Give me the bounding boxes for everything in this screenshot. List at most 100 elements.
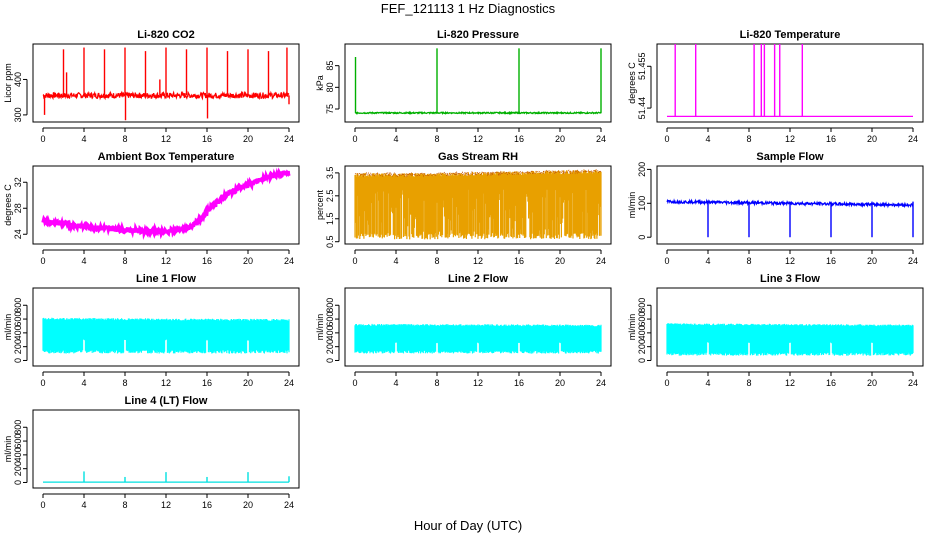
x-tick-label: 20 bbox=[243, 378, 253, 388]
series-group bbox=[666, 323, 914, 356]
y-axis-label: kPa bbox=[315, 75, 325, 91]
y-tick-label: 51.44 bbox=[637, 97, 647, 120]
panel-title: Line 2 Flow bbox=[448, 273, 508, 285]
x-tick-label: 20 bbox=[555, 256, 565, 266]
y-tick-label: 2.5 bbox=[325, 190, 335, 203]
y-tick-label: 0 bbox=[325, 358, 335, 363]
y-tick-label: 0 bbox=[637, 235, 647, 240]
y-axis-label: degrees C bbox=[3, 184, 13, 226]
y-tick-label: 200 bbox=[325, 339, 335, 354]
x-tick-label: 20 bbox=[555, 378, 565, 388]
x-tick-label: 12 bbox=[473, 378, 483, 388]
y-axis-label: degrees C bbox=[627, 62, 637, 104]
y-tick-label: 85 bbox=[325, 61, 335, 71]
x-tick-label: 24 bbox=[284, 256, 294, 266]
series-group bbox=[42, 47, 290, 121]
chart-panel: Line 1 Flow ml/min 0 4 8 12 16 20 24 0 20040060080… bbox=[3, 273, 300, 388]
y-tick-label: 200 bbox=[637, 162, 647, 177]
x-tick-label: 16 bbox=[202, 378, 212, 388]
series-line bbox=[354, 110, 602, 116]
y-tick-label: 51.455 bbox=[637, 53, 647, 81]
x-tick-label: 4 bbox=[705, 378, 710, 388]
series-group bbox=[42, 317, 290, 354]
y-tick-label: 24 bbox=[13, 229, 23, 239]
y-tick-label: 0.5 bbox=[325, 235, 335, 248]
x-tick-label: 8 bbox=[122, 378, 127, 388]
plot-frame bbox=[32, 165, 300, 245]
x-tick-label: 0 bbox=[664, 378, 669, 388]
chart-panel: Li-820 Pressure kPa 0 4 8 12 16 20 24 75 80 85 bbox=[315, 29, 612, 144]
x-tick-label: 24 bbox=[596, 256, 606, 266]
y-tick-label: 0 bbox=[13, 480, 23, 485]
y-tick-label: 600 bbox=[13, 434, 23, 449]
x-tick-label: 24 bbox=[908, 134, 918, 144]
series-edge bbox=[354, 169, 602, 178]
series-group bbox=[43, 471, 290, 483]
x-tick-label: 24 bbox=[596, 378, 606, 388]
x-tick-label: 24 bbox=[596, 134, 606, 144]
plot-frame bbox=[32, 409, 300, 489]
chart-panel: Ambient Box Temperature degrees C 0 4 8 12 16 2… bbox=[3, 151, 300, 266]
x-tick-label: 4 bbox=[705, 134, 710, 144]
plot-frame bbox=[344, 287, 612, 367]
x-tick-label: 0 bbox=[664, 256, 669, 266]
x-tick-label: 8 bbox=[122, 256, 127, 266]
y-tick-label: 600 bbox=[13, 312, 23, 327]
y-axis-label: Licor ppm bbox=[3, 63, 13, 103]
series-band bbox=[666, 323, 914, 356]
x-tick-label: 0 bbox=[352, 378, 357, 388]
x-tick-label: 8 bbox=[122, 500, 127, 510]
x-tick-label: 12 bbox=[785, 134, 795, 144]
y-tick-label: 1.5 bbox=[325, 213, 335, 226]
x-tick-label: 16 bbox=[514, 134, 524, 144]
y-tick-label: 600 bbox=[325, 312, 335, 327]
x-tick-label: 0 bbox=[352, 256, 357, 266]
series-group bbox=[354, 48, 602, 116]
y-tick-label: 80 bbox=[325, 82, 335, 92]
x-tick-label: 20 bbox=[867, 134, 877, 144]
x-tick-label: 24 bbox=[908, 378, 918, 388]
y-axis-label: ml/min bbox=[627, 314, 637, 341]
y-tick-label: 400 bbox=[13, 325, 23, 340]
x-tick-label: 20 bbox=[555, 134, 565, 144]
chart-panel: Sample Flow ml/min 0 4 8 12 16 20 24 0 100 200 bbox=[627, 151, 924, 266]
x-tick-label: 12 bbox=[161, 134, 171, 144]
x-tick-label: 12 bbox=[473, 256, 483, 266]
y-tick-label: 800 bbox=[325, 298, 335, 313]
x-tick-label: 16 bbox=[202, 256, 212, 266]
x-tick-label: 16 bbox=[202, 134, 212, 144]
plot-frame bbox=[344, 165, 612, 245]
x-tick-label: 20 bbox=[867, 256, 877, 266]
x-tick-label: 8 bbox=[746, 256, 751, 266]
y-tick-label: 200 bbox=[13, 339, 23, 354]
x-tick-label: 8 bbox=[746, 134, 751, 144]
x-tick-label: 4 bbox=[81, 500, 86, 510]
plot-frame bbox=[344, 43, 612, 123]
x-tick-label: 24 bbox=[908, 256, 918, 266]
y-axis-label: ml/min bbox=[627, 192, 637, 219]
panel-title: Line 4 (LT) Flow bbox=[125, 395, 208, 407]
plot-frame bbox=[656, 165, 924, 245]
x-tick-label: 16 bbox=[202, 500, 212, 510]
chart-panel: Line 4 (LT) Flow ml/min 0 4 8 12 16 20 24 0 200400… bbox=[3, 395, 300, 510]
chart-panel: Li-820 Temperature degrees C 0 4 8 12 16 20 24 51… bbox=[627, 29, 924, 144]
series-group bbox=[667, 44, 913, 118]
y-tick-label: 28 bbox=[13, 203, 23, 213]
plot-frame bbox=[656, 43, 924, 123]
panel-title: Li-820 Temperature bbox=[740, 29, 841, 41]
series-band bbox=[42, 317, 290, 354]
x-tick-label: 24 bbox=[284, 134, 294, 144]
x-tick-label: 4 bbox=[393, 378, 398, 388]
series-band bbox=[354, 169, 602, 240]
x-tick-label: 24 bbox=[284, 378, 294, 388]
x-tick-label: 12 bbox=[161, 256, 171, 266]
x-tick-label: 4 bbox=[393, 134, 398, 144]
panel-title: Li-820 Pressure bbox=[437, 29, 519, 41]
y-tick-label: 100 bbox=[637, 196, 647, 211]
x-tick-label: 16 bbox=[826, 256, 836, 266]
y-tick-label: 300 bbox=[13, 107, 23, 122]
panel-title: Line 3 Flow bbox=[760, 273, 820, 285]
x-tick-label: 8 bbox=[746, 378, 751, 388]
series-band bbox=[354, 323, 602, 354]
